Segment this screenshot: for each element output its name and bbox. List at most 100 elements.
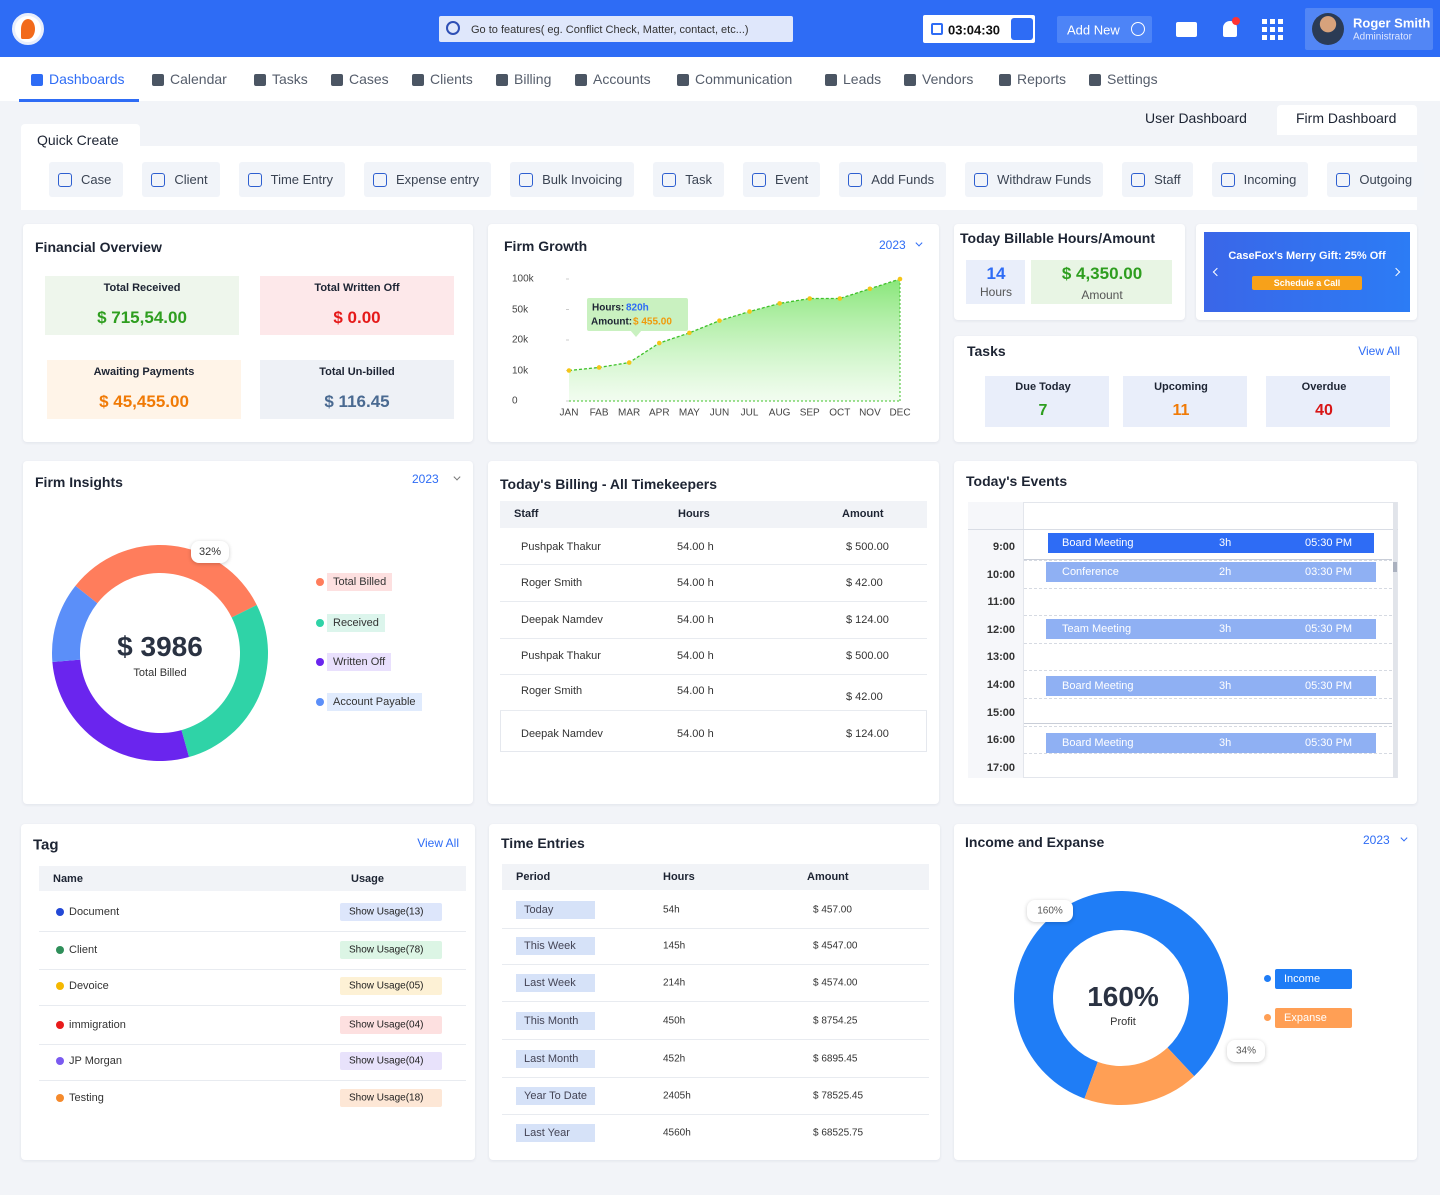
period: Today: [524, 904, 554, 916]
task-box: [985, 376, 1109, 427]
legend-pill: [1275, 969, 1352, 989]
quick-create-button[interactable]: Withdraw Funds: [965, 162, 1104, 197]
slot-line: [1024, 698, 1392, 699]
nav-item[interactable]: Leads: [843, 71, 882, 87]
quick-create-icon: [519, 172, 534, 187]
apps-dot[interactable]: [1262, 27, 1267, 32]
row-divider: [502, 1001, 929, 1002]
view-all-link[interactable]: View All: [417, 836, 459, 850]
nav-item[interactable]: Accounts: [593, 71, 651, 87]
point: [867, 286, 873, 292]
apps-dot[interactable]: [1270, 35, 1275, 40]
x-tick-label: MAY: [678, 407, 700, 419]
card-title: Tag: [33, 836, 59, 854]
time-label: 12:00: [986, 623, 1015, 636]
donut-center-value: $ 3986: [117, 631, 203, 662]
value-label: 160%: [1037, 905, 1063, 917]
usage-label: Show Usage(04): [349, 1019, 424, 1031]
event-bar[interactable]: [1046, 618, 1376, 639]
cell: $ 4547.00: [813, 940, 858, 952]
nav-item[interactable]: Vendors: [922, 71, 974, 87]
apps-dot[interactable]: [1270, 19, 1275, 24]
usage-pill[interactable]: [340, 1016, 442, 1034]
nav-item[interactable]: Settings: [1107, 71, 1158, 87]
point: [897, 276, 903, 282]
tag-dot: [56, 946, 64, 954]
add-new-label: Add New: [1067, 22, 1120, 38]
cell: $ 124.00: [846, 728, 889, 740]
apps-dot[interactable]: [1262, 35, 1267, 40]
quick-create-button[interactable]: Bulk Invoicing: [510, 162, 635, 197]
quick-create-button[interactable]: Client: [142, 162, 220, 197]
apps-dot[interactable]: [1270, 27, 1275, 32]
quick-create-label: Add Funds: [871, 172, 935, 187]
stat-label: Total Un-billed: [319, 366, 395, 378]
dashboard-tab[interactable]: Firm Dashboard: [1296, 110, 1397, 126]
slot-line: [1024, 587, 1392, 589]
dashboard-tab[interactable]: User Dashboard: [1145, 110, 1247, 126]
bell-icon[interactable]: [1223, 21, 1237, 37]
x-tick-label: JAN: [559, 407, 579, 419]
apps-dot[interactable]: [1278, 35, 1283, 40]
view-all-link[interactable]: View All: [1358, 344, 1400, 358]
usage-pill[interactable]: [340, 1052, 442, 1070]
event-bar[interactable]: [1046, 733, 1376, 754]
event-bar[interactable]: [1046, 676, 1376, 696]
event-time: 05:30 PM: [1305, 737, 1353, 750]
column-header: Hours: [678, 508, 710, 520]
nav-item[interactable]: Tasks: [272, 71, 308, 87]
tooltip-pointer: [630, 330, 642, 337]
usage-pill[interactable]: [340, 903, 442, 921]
tag-name: JP Morgan: [69, 1055, 122, 1067]
quick-create-button[interactable]: Expense entry: [363, 162, 492, 197]
mail-icon[interactable]: [1176, 22, 1197, 37]
cell: 54.00 h: [677, 577, 714, 589]
search-box[interactable]: [439, 16, 793, 42]
add-icon: [1131, 22, 1145, 36]
quick-create-button[interactable]: Task: [653, 162, 725, 197]
apps-dot[interactable]: [1278, 19, 1283, 24]
usage-pill[interactable]: [340, 977, 442, 995]
quick-create-button[interactable]: Add Funds: [839, 162, 947, 197]
value-bubble: [1227, 1040, 1265, 1062]
legend-item: Expanse: [1284, 1012, 1327, 1024]
x-tick-label: JUL: [740, 407, 759, 419]
nav-item[interactable]: Cases: [349, 71, 389, 87]
cell: $ 42.00: [846, 577, 883, 589]
quick-create-button[interactable]: Staff: [1122, 162, 1193, 197]
amount-label: Amount: [1081, 288, 1123, 302]
event-name: Board Meeting: [1062, 680, 1134, 692]
point: [566, 368, 572, 373]
cell: $ 124.00: [846, 614, 889, 626]
event-time: 05:30 PM: [1305, 680, 1353, 692]
cell: $ 457.00: [813, 904, 852, 916]
nav-item[interactable]: Dashboards: [49, 71, 125, 87]
row-divider: [502, 928, 929, 929]
year-select[interactable]: 2023: [1363, 833, 1390, 847]
event-bar[interactable]: [1046, 561, 1376, 582]
event-bar[interactable]: [1048, 533, 1374, 553]
year-select[interactable]: 2023: [879, 238, 906, 252]
quick-create-button[interactable]: Incoming: [1211, 162, 1309, 197]
cell: Roger Smith: [521, 685, 583, 697]
usage-pill[interactable]: [340, 1089, 442, 1107]
nav-item[interactable]: Billing: [514, 71, 552, 87]
apps-dot[interactable]: [1262, 19, 1267, 24]
quick-create-button[interactable]: Case: [49, 162, 124, 197]
apps-dot[interactable]: [1278, 27, 1283, 32]
scrollbar-thumb[interactable]: [1393, 562, 1397, 572]
quick-create-button[interactable]: Time Entry: [238, 162, 345, 197]
usage-pill[interactable]: [340, 941, 442, 959]
promo-button[interactable]: [1252, 276, 1362, 290]
quick-create-button[interactable]: Outgoing: [1327, 162, 1425, 197]
nav-icon: [677, 74, 689, 86]
nav-item[interactable]: Calendar: [170, 71, 227, 87]
nav-item[interactable]: Reports: [1017, 71, 1067, 87]
timer-button[interactable]: [1011, 18, 1033, 40]
cell: Pushpak Thakur: [521, 541, 601, 553]
year-select[interactable]: 2023: [412, 472, 439, 486]
nav-item[interactable]: Clients: [430, 71, 473, 87]
nav-item[interactable]: Communication: [695, 71, 793, 87]
column-header: Usage: [351, 873, 385, 885]
quick-create-button[interactable]: Event: [743, 162, 821, 197]
